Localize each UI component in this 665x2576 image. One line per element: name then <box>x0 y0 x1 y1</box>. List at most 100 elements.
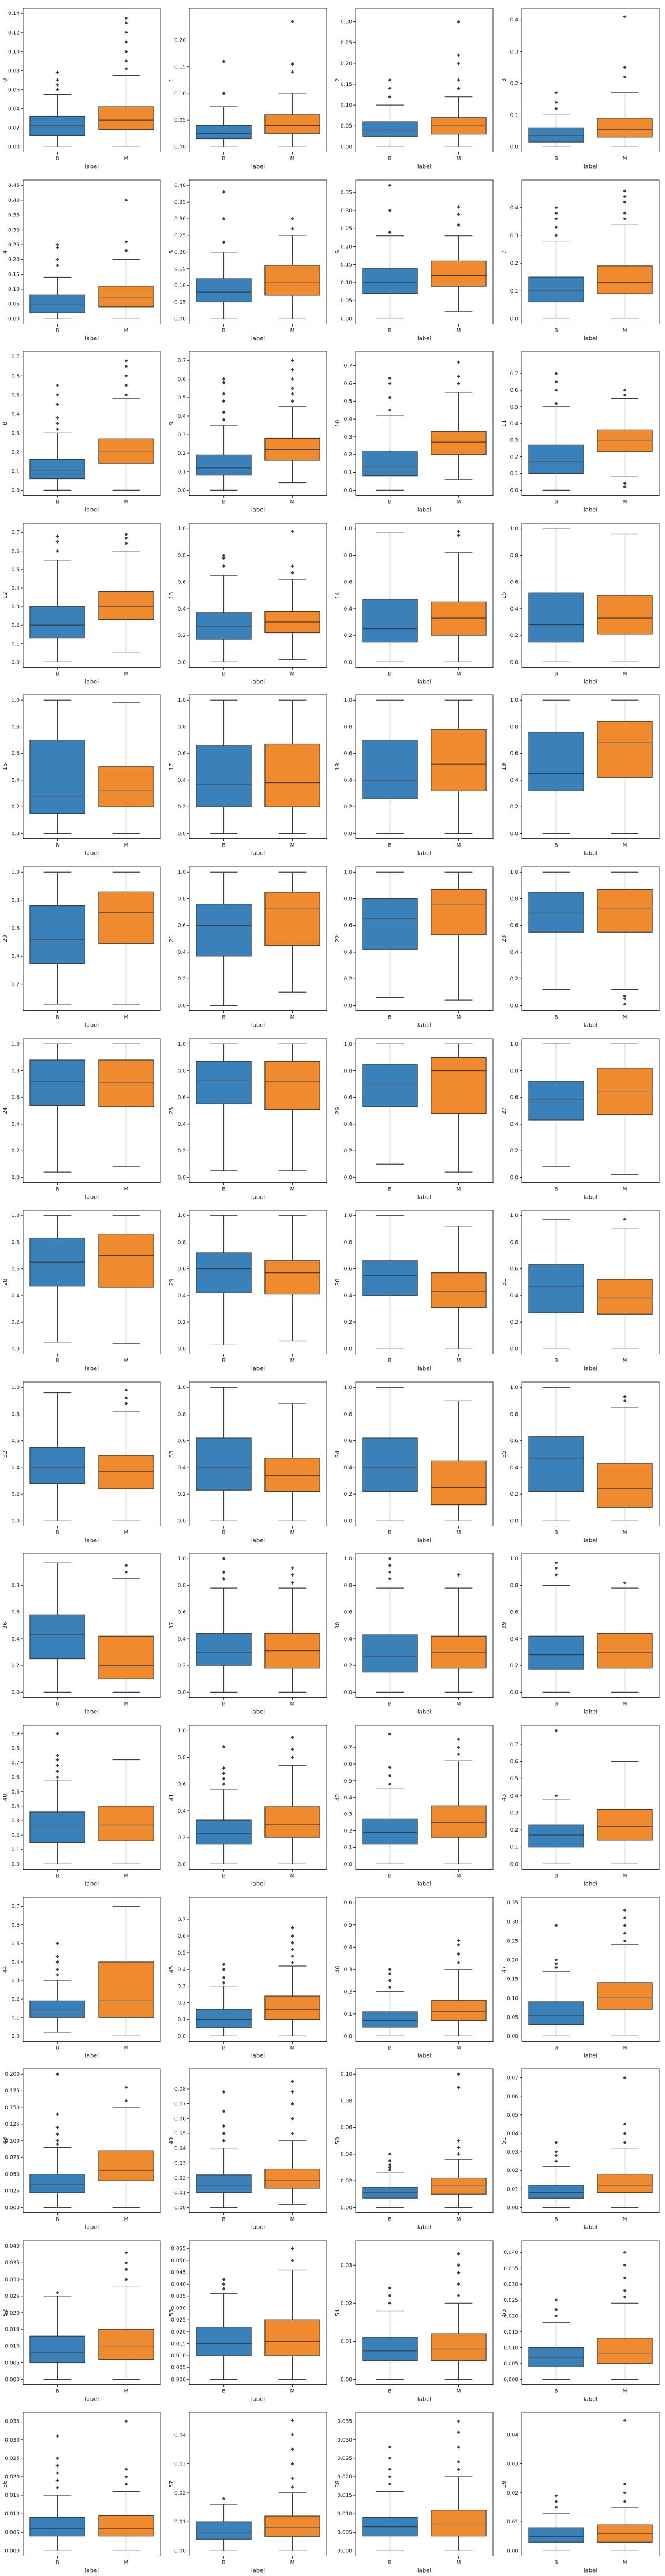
outlier-point <box>222 418 226 422</box>
outlier-point <box>388 376 392 380</box>
outlier-point <box>124 31 128 35</box>
x-tick-label: B <box>222 1702 225 1708</box>
y-tick-label: 0.2 <box>12 623 20 628</box>
outlier-point <box>124 2468 128 2472</box>
boxplot-55: 0.000 0.005 0.010 0.015 0.020 0.025 0.030 0.035… <box>501 2240 660 2402</box>
y-tick-label: 0.7 <box>510 1742 518 1748</box>
box-M <box>597 1218 653 1350</box>
outlier-point <box>124 2420 128 2424</box>
outlier-point <box>55 83 59 87</box>
outlier-point <box>124 364 128 368</box>
y-tick-label: 0.2 <box>510 1664 518 1669</box>
outlier-point <box>290 226 294 230</box>
y-tick-label: 0.0 <box>510 1175 519 1181</box>
outlier-point <box>623 997 627 1001</box>
y-axis-label: 4 <box>2 250 9 253</box>
y-tick-label: 0.1 <box>510 289 518 294</box>
iqr-box <box>98 106 154 130</box>
y-tick-label: 0.8 <box>178 553 186 559</box>
iqr-box <box>597 429 653 452</box>
outlier-point <box>388 87 392 91</box>
y-axis-label: 2 <box>335 78 341 82</box>
axes-frame <box>189 1725 327 1870</box>
y-tick-label: 0.4 <box>510 606 519 612</box>
y-tick-label: 0.0 <box>510 144 519 150</box>
y-axis-label: 20 <box>2 935 9 942</box>
y-tick-label: 1.0 <box>344 1385 353 1391</box>
y-tick-label: 0.10 <box>341 2072 352 2077</box>
y-tick-label: 0.8 <box>344 1240 353 1246</box>
outlier-point <box>290 399 294 403</box>
y-tick-label: 0.05 <box>174 299 186 305</box>
outlier-point <box>222 553 226 557</box>
y-tick-label: 0.3 <box>12 1978 20 1984</box>
outlier-point <box>388 2166 392 2170</box>
y-tick-label: 0.150 <box>5 2105 20 2111</box>
y-tick-label: 0.6 <box>510 1759 519 1765</box>
y-tick-label: 0.2 <box>510 1320 518 1326</box>
box-B <box>29 1043 85 1173</box>
y-tick-label: 0.010 <box>5 2512 20 2518</box>
y-tick-label: 0.8 <box>510 553 519 559</box>
box-M <box>98 532 154 653</box>
y-axis-label: 8 <box>2 422 9 425</box>
y-axis-label: 45 <box>169 1965 175 1973</box>
x-tick-label: B <box>55 1015 59 1021</box>
box-M <box>431 1938 487 2036</box>
outlier-point <box>388 1564 392 1568</box>
y-tick-label: 0.8 <box>344 1583 353 1589</box>
y-tick-label: 0.4 <box>178 1967 186 1972</box>
y-tick-label: 0.2 <box>12 1320 20 1326</box>
axes-frame <box>23 2240 161 2385</box>
box-M <box>431 1573 487 1693</box>
y-tick-label: 0.0 <box>12 1347 20 1353</box>
y-tick-label: 0.6 <box>12 751 20 757</box>
y-tick-label: 0.10 <box>341 103 352 108</box>
box-B <box>29 70 85 147</box>
y-tick-label: 0.00 <box>507 2549 518 2555</box>
y-tick-label: 0.6 <box>510 923 519 929</box>
x-axis-label: label <box>251 1194 265 1200</box>
outlier-point <box>222 399 226 403</box>
outlier-point <box>124 59 128 63</box>
outlier-point <box>457 533 461 537</box>
y-tick-label: 0.02 <box>507 2491 518 2496</box>
y-axis-label: 41 <box>169 1794 175 1801</box>
box-B <box>196 700 252 834</box>
outlier-point <box>388 2301 392 2305</box>
y-tick-label: 0.8 <box>344 1411 353 1417</box>
y-tick-label: 0.4 <box>344 1795 353 1801</box>
y-tick-label: 0.04 <box>174 2146 186 2152</box>
outlier-point <box>290 2462 294 2466</box>
y-tick-label: 1.0 <box>344 870 353 875</box>
x-tick-label: M <box>623 2217 627 2223</box>
axes-frame <box>355 2412 494 2557</box>
y-tick-label: 0.6 <box>12 1095 20 1100</box>
x-axis-label: label <box>584 2568 597 2574</box>
outlier-point <box>290 1960 294 1964</box>
outlier-point <box>55 2139 59 2143</box>
outlier-point <box>290 1755 294 1759</box>
x-tick-label: M <box>457 1186 461 1192</box>
axes-frame <box>355 1381 494 1526</box>
y-tick-label: 0.3 <box>12 604 20 610</box>
y-tick-label: 0.2 <box>12 1997 20 2002</box>
y-tick-label: 0.4 <box>12 1960 20 1965</box>
x-tick-label: M <box>457 1015 461 1021</box>
y-tick-label: 0.4 <box>12 1122 20 1128</box>
y-axis-label: 37 <box>169 1622 175 1630</box>
iqr-box <box>29 606 85 639</box>
y-tick-label: 0.5 <box>178 1950 186 1956</box>
x-axis-label: label <box>584 1194 597 1200</box>
y-tick-label: 0.25 <box>341 226 352 232</box>
y-tick-label: 0.4 <box>510 17 519 23</box>
iqr-box <box>528 127 584 143</box>
outlier-point <box>623 1218 627 1222</box>
y-tick-label: 1.0 <box>178 1557 186 1563</box>
axes-frame <box>23 1210 161 1355</box>
y-tick-label: 0.10 <box>507 1995 518 2001</box>
outlier-point <box>623 1581 627 1585</box>
box-B <box>362 183 418 319</box>
